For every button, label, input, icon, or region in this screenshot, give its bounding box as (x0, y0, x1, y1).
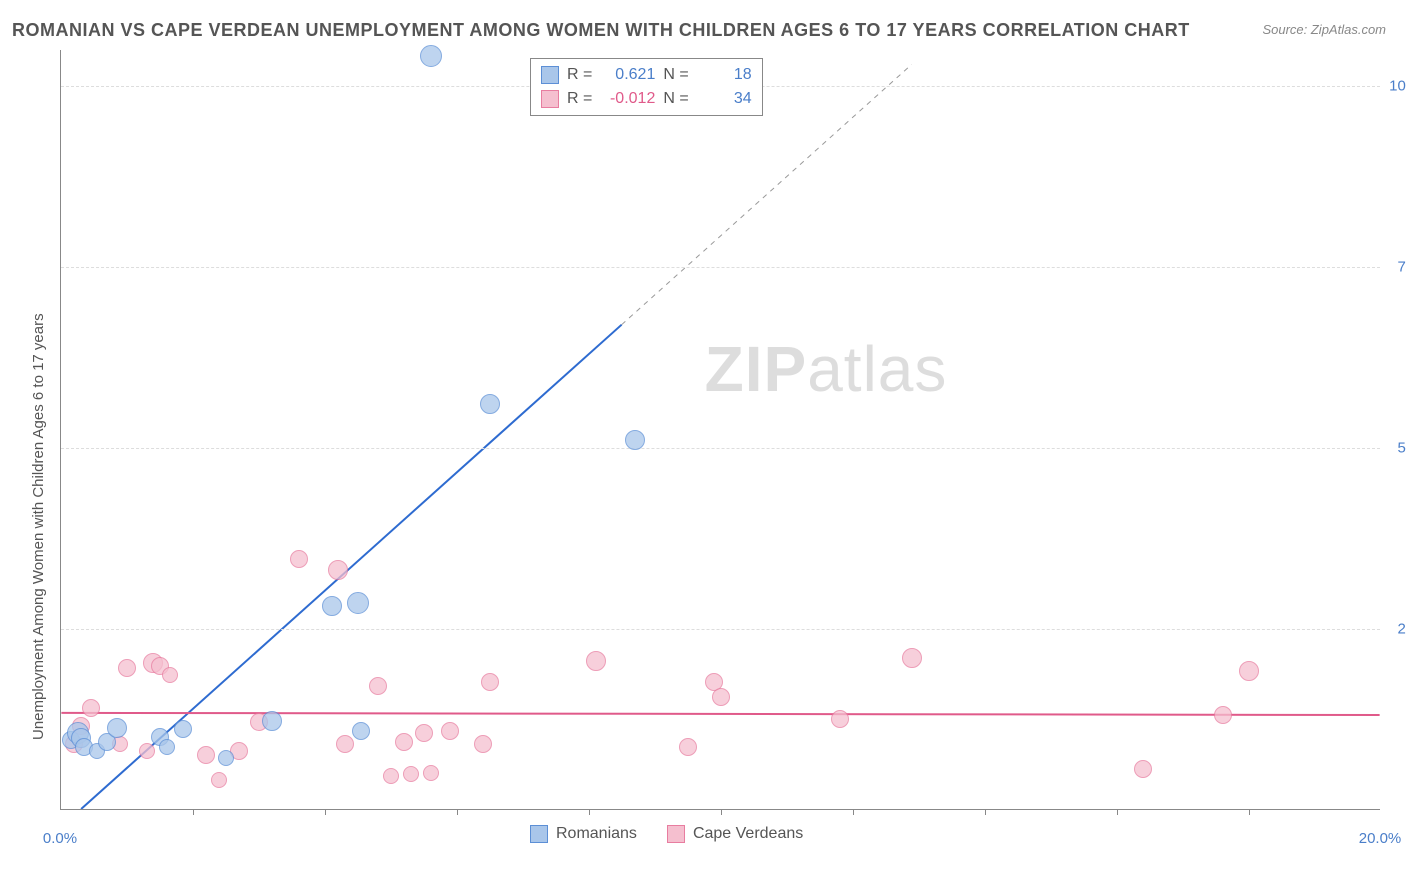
r-label-2: R = (567, 90, 592, 108)
capeverdeans-point (290, 550, 308, 568)
capeverdeans-point (902, 648, 922, 668)
capeverdeans-point (415, 724, 433, 742)
y-tick-label: 50.0% (1397, 440, 1406, 457)
x-tick (853, 809, 854, 815)
legend-label-capeverdeans: Cape Verdeans (693, 825, 803, 843)
capeverdeans-point (395, 733, 413, 751)
swatch-romanians-icon (530, 825, 548, 843)
gridline-h (61, 448, 1380, 449)
capeverdeans-point (423, 765, 439, 781)
gridline-h (61, 629, 1380, 630)
y-tick-label: 100.0% (1389, 78, 1406, 95)
chart-title: ROMANIAN VS CAPE VERDEAN UNEMPLOYMENT AM… (12, 20, 1190, 41)
series-legend: Romanians Cape Verdeans (530, 825, 803, 843)
legend-item-capeverdeans: Cape Verdeans (667, 825, 803, 843)
r-value-1: 0.621 (600, 66, 655, 84)
romanians-point (262, 711, 282, 731)
capeverdeans-point (336, 735, 354, 753)
capeverdeans-point (162, 667, 178, 683)
capeverdeans-point (1239, 661, 1259, 681)
capeverdeans-point (679, 738, 697, 756)
capeverdeans-point (82, 699, 100, 717)
capeverdeans-point (474, 735, 492, 753)
gridline-h (61, 267, 1380, 268)
x-tick (193, 809, 194, 815)
n-label-1: N = (663, 66, 688, 84)
capeverdeans-point (118, 659, 136, 677)
romanians-point (174, 720, 192, 738)
romanians-point (347, 592, 369, 614)
n-value-1: 18 (697, 66, 752, 84)
romanians-point (322, 596, 342, 616)
romanians-point (159, 739, 175, 755)
n-value-2: 34 (697, 90, 752, 108)
capeverdeans-point (403, 766, 419, 782)
capeverdeans-point (1214, 706, 1232, 724)
watermark-rest: atlas (807, 333, 947, 405)
romanians-point (218, 750, 234, 766)
legend-item-romanians: Romanians (530, 825, 637, 843)
capeverdeans-point (139, 743, 155, 759)
x-tick (457, 809, 458, 815)
x-label-right: 20.0% (1359, 830, 1402, 847)
plot-area: ZIPatlas 25.0%50.0%75.0%100.0% (60, 50, 1380, 810)
watermark: ZIPatlas (705, 332, 948, 406)
x-tick (589, 809, 590, 815)
swatch-romanians (541, 66, 559, 84)
x-tick (985, 809, 986, 815)
y-axis-label: Unemployment Among Women with Children A… (30, 313, 47, 740)
legend-row-capeverdeans: R = -0.012 N = 34 (541, 87, 752, 111)
legend-row-romanians: R = 0.621 N = 18 (541, 63, 752, 87)
romanians-point (625, 430, 645, 450)
x-tick (721, 809, 722, 815)
y-tick-label: 75.0% (1397, 259, 1406, 276)
r-value-2: -0.012 (600, 90, 655, 108)
capeverdeans-point (586, 651, 606, 671)
y-tick-label: 25.0% (1397, 621, 1406, 638)
romanians-point (352, 722, 370, 740)
source-attribution: Source: ZipAtlas.com (1262, 22, 1386, 37)
capeverdeans-point (369, 677, 387, 695)
capeverdeans-point (712, 688, 730, 706)
capeverdeans-point (197, 746, 215, 764)
capeverdeans-point (211, 772, 227, 788)
x-label-left: 0.0% (43, 830, 77, 847)
legend-label-romanians: Romanians (556, 825, 637, 843)
x-tick (325, 809, 326, 815)
capeverdeans-point (1134, 760, 1152, 778)
capeverdeans-point (328, 560, 348, 580)
watermark-bold: ZIP (705, 333, 808, 405)
swatch-capeverdeans-icon (667, 825, 685, 843)
n-label-2: N = (663, 90, 688, 108)
correlation-legend: R = 0.621 N = 18 R = -0.012 N = 34 (530, 58, 763, 116)
x-tick (1117, 809, 1118, 815)
capeverdeans-point (481, 673, 499, 691)
romanians-point (420, 45, 442, 67)
x-tick (1249, 809, 1250, 815)
romanians-point (107, 718, 127, 738)
romanians-point (480, 394, 500, 414)
r-label-1: R = (567, 66, 592, 84)
capeverdeans-point (441, 722, 459, 740)
capeverdeans-point (383, 768, 399, 784)
capeverdeans-point (831, 710, 849, 728)
swatch-capeverdeans (541, 90, 559, 108)
